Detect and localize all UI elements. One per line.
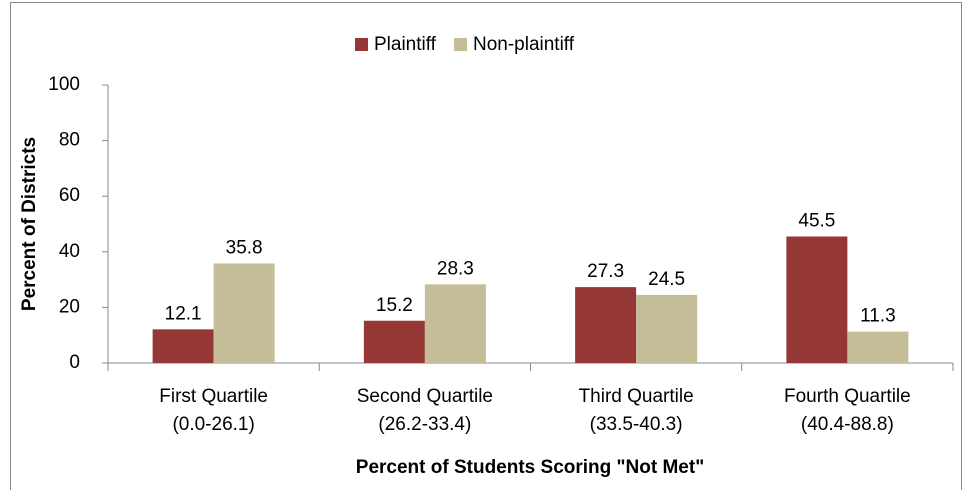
x-tick-label: (0.0-26.1) xyxy=(172,414,254,435)
value-label: 35.8 xyxy=(226,237,263,258)
y-tick-label: 20 xyxy=(59,296,80,317)
legend-label: Non-plaintiff xyxy=(473,34,575,55)
bar xyxy=(636,294,698,363)
x-tick-label: Third Quartile xyxy=(579,386,694,407)
y-axis-title: Percent of Districts xyxy=(19,137,40,311)
value-label: 24.5 xyxy=(648,269,685,290)
x-tick-label: Fourth Quartile xyxy=(784,386,911,407)
y-tick-label: 0 xyxy=(69,352,80,373)
legend-label: Plaintiff xyxy=(374,34,437,55)
legend-swatch xyxy=(453,38,467,51)
value-label: 11.3 xyxy=(860,306,896,327)
bar xyxy=(363,320,425,363)
x-tick-label: First Quartile xyxy=(159,386,268,407)
bar xyxy=(213,263,275,363)
value-label: 45.5 xyxy=(798,211,835,232)
y-tick-label: 100 xyxy=(48,74,80,95)
x-tick-label: Second Quartile xyxy=(357,386,493,407)
value-label: 27.3 xyxy=(587,261,624,282)
bar xyxy=(152,329,214,363)
x-axis-title: Percent of Students Scoring "Not Met" xyxy=(356,457,704,478)
y-tick-label: 40 xyxy=(59,241,80,262)
x-tick-label: (40.4-88.8) xyxy=(801,414,894,435)
value-label: 28.3 xyxy=(437,258,474,279)
value-label: 12.1 xyxy=(165,303,202,324)
x-tick-label: (33.5-40.3) xyxy=(590,414,683,435)
x-tick-label: (26.2-33.4) xyxy=(378,414,471,435)
y-tick-label: 80 xyxy=(59,130,80,151)
bar xyxy=(786,236,848,363)
value-label: 15.2 xyxy=(376,295,413,316)
legend-swatch xyxy=(355,38,368,51)
y-tick-label: 60 xyxy=(59,185,80,206)
bar xyxy=(424,284,486,363)
bar xyxy=(847,331,909,363)
bar xyxy=(575,287,637,363)
